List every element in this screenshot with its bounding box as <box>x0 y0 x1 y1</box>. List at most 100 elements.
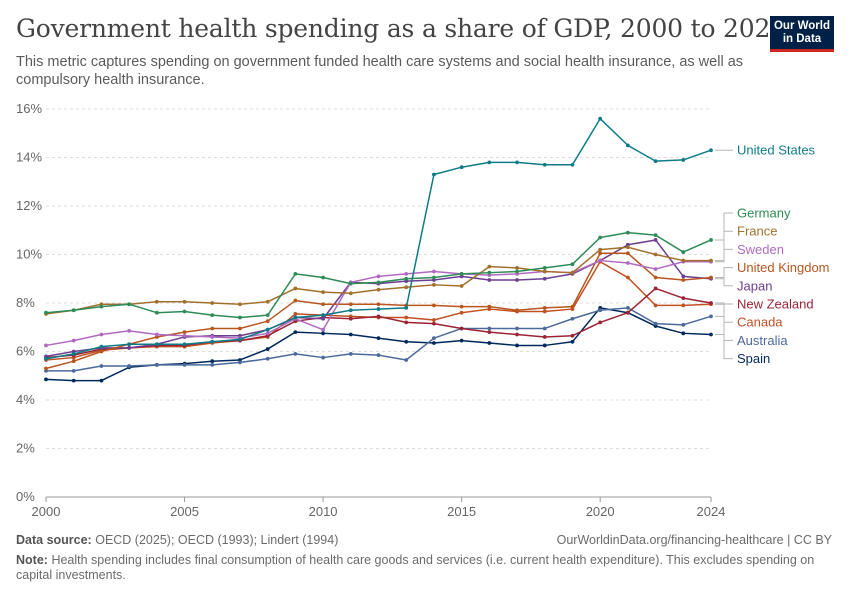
data-point <box>653 303 658 308</box>
series-label: United States <box>737 143 816 158</box>
data-point <box>625 143 630 148</box>
data-point <box>515 160 519 165</box>
data-point <box>653 159 658 164</box>
data-point <box>293 352 298 356</box>
data-point <box>293 330 298 334</box>
label-connector <box>715 303 733 323</box>
data-point <box>598 251 603 256</box>
data-point <box>570 304 575 309</box>
owid-logo[interactable]: Our World in Data <box>770 16 834 52</box>
chart-note: Note: Health spending includes final con… <box>16 553 831 583</box>
data-point <box>71 338 76 343</box>
source-url-link[interactable]: OurWorldinData.org/financing-healthcare … <box>556 533 832 547</box>
data-point <box>99 349 104 354</box>
y-tick-label: 6% <box>16 344 35 359</box>
data-point <box>432 275 436 280</box>
data-point <box>653 238 658 242</box>
data-point <box>487 326 492 331</box>
data-point <box>542 326 547 331</box>
y-tick-label: 14% <box>16 150 42 165</box>
data-point <box>459 284 464 288</box>
data-point <box>515 343 519 348</box>
data-point <box>71 352 76 356</box>
data-point <box>625 310 630 315</box>
data-point <box>542 343 547 348</box>
y-tick-label: 8% <box>16 295 35 310</box>
data-point <box>404 272 409 276</box>
data-point <box>432 336 436 341</box>
data-point <box>238 360 242 365</box>
data-point <box>681 303 686 308</box>
gridlines <box>46 108 711 449</box>
data-point <box>598 116 603 121</box>
data-point <box>432 282 436 287</box>
data-point <box>154 362 159 367</box>
data-point <box>625 275 630 280</box>
data-point <box>681 274 686 279</box>
data-point <box>404 339 409 344</box>
data-point <box>127 302 132 307</box>
data-point <box>459 326 464 331</box>
data-point <box>515 308 519 313</box>
data-point <box>625 305 630 310</box>
data-point <box>459 304 464 309</box>
data-point <box>321 302 325 307</box>
data-point <box>293 272 298 276</box>
x-axis: 2000 2005 2010 2015 2020 2024 <box>32 496 725 519</box>
data-point <box>709 314 713 319</box>
data-point <box>376 353 381 358</box>
label-connector <box>715 248 733 263</box>
data-point <box>459 310 464 315</box>
data-point <box>404 276 409 281</box>
data-point <box>515 269 519 274</box>
data-point <box>570 270 575 275</box>
data-point <box>265 319 270 324</box>
data-point <box>321 275 325 280</box>
data-point <box>99 332 104 337</box>
series-label: Canada <box>737 315 783 330</box>
series-label: Germany <box>737 206 791 221</box>
data-point <box>182 333 187 338</box>
data-point <box>681 296 686 301</box>
data-point <box>681 258 686 263</box>
data-point <box>432 318 436 322</box>
data-point <box>653 275 658 280</box>
data-point <box>653 286 658 291</box>
data-point <box>321 355 325 360</box>
series-label: Spain <box>737 351 770 366</box>
data-point <box>210 335 215 339</box>
y-tick-label: 10% <box>16 247 42 262</box>
data-point <box>238 315 242 320</box>
data-point <box>376 302 381 307</box>
x-tick-label: 2000 <box>32 504 61 519</box>
data-point <box>709 301 713 305</box>
data-point <box>487 160 492 165</box>
data-point <box>210 339 215 344</box>
data-point <box>542 162 547 167</box>
data-point <box>348 352 353 356</box>
series-lines <box>44 116 713 383</box>
data-point <box>44 343 48 348</box>
data-point <box>154 310 159 315</box>
data-point <box>653 267 658 271</box>
data-point <box>709 238 713 242</box>
data-point <box>127 328 132 333</box>
data-point <box>570 333 575 338</box>
data-point <box>71 359 76 364</box>
data-point <box>681 331 686 336</box>
series-line <box>45 117 712 360</box>
data-point <box>432 269 436 274</box>
label-connector <box>715 302 733 305</box>
data-point <box>238 326 242 331</box>
data-point <box>404 315 409 320</box>
data-point <box>709 275 713 280</box>
data-point <box>265 313 270 318</box>
data-point <box>99 344 104 349</box>
data-point <box>653 321 658 326</box>
data-point <box>127 345 132 350</box>
data-point <box>681 278 686 282</box>
data-point <box>542 335 547 339</box>
data-point <box>71 308 76 313</box>
data-point <box>404 358 409 362</box>
data-point <box>99 304 104 309</box>
